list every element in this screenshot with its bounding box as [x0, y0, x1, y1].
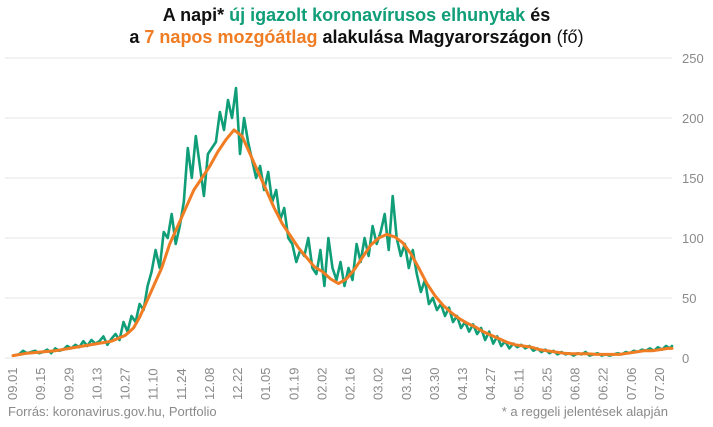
- title-line1-part3: és: [525, 5, 551, 25]
- x-tick-label-09.01: 09.01: [5, 367, 20, 400]
- y-tick-label-100: 100: [682, 231, 704, 246]
- x-tick-label-04.27: 04.27: [483, 367, 498, 400]
- x-tick-label-06.22: 06.22: [596, 367, 611, 400]
- x-tick-label-04.13: 04.13: [455, 367, 470, 400]
- x-tick-label-03.02: 03.02: [371, 367, 386, 400]
- y-tick-label-250: 250: [682, 51, 704, 66]
- x-tick-label-12.08: 12.08: [202, 367, 217, 400]
- x-tick-label-11.24: 11.24: [174, 368, 189, 400]
- x-tick-label-10.13: 10.13: [89, 367, 104, 400]
- x-tick-label-05.25: 05.25: [539, 367, 554, 400]
- x-tick-label-03.30: 03.30: [427, 367, 442, 400]
- x-tick-label-07.06: 07.06: [624, 367, 639, 400]
- x-tick-label-01.05: 01.05: [258, 367, 273, 400]
- x-tick-label-05.11: 05.11: [511, 368, 526, 400]
- y-tick-label-0: 0: [682, 351, 689, 366]
- x-tick-label-10.27: 10.27: [118, 367, 133, 400]
- x-tick-label-06.08: 06.08: [568, 367, 583, 400]
- x-tick-label-09.15: 09.15: [33, 367, 48, 400]
- title-line2-part3: alakulása Magyarországon: [317, 27, 552, 47]
- x-tick-label-09.29: 09.29: [61, 367, 76, 400]
- x-tick-label-01.19: 01.19: [286, 367, 301, 400]
- y-tick-label-150: 150: [682, 171, 704, 186]
- x-tick-label-12.22: 12.22: [230, 367, 245, 400]
- footnote-source: Forrás: koronavirus.gov.hu, Portfolio: [8, 404, 217, 419]
- title-line2-unit: (fő): [551, 27, 584, 47]
- x-tick-label-07.20: 07.20: [652, 367, 667, 400]
- x-tick-label-02.16: 02.16: [343, 367, 358, 400]
- series-line-moving-average: [11, 128, 674, 358]
- title-line1-part1: A napi*: [162, 5, 230, 25]
- chart-title-line2: a 7 napos mozgóátlag alakulása Magyarors…: [0, 26, 713, 48]
- footnote-note: * a reggeli jelentések alapján: [501, 404, 668, 419]
- x-tick-label-03.16: 03.16: [399, 367, 414, 400]
- title-line2-highlight-average: 7 napos mozgóátlag: [144, 27, 318, 47]
- title-line2-part1: a: [129, 27, 145, 47]
- title-line1-highlight-daily: új igazolt koronavírusos elhunytak: [229, 5, 526, 25]
- y-tick-label-50: 50: [682, 291, 696, 306]
- x-tick-label-11.10: 11.10: [146, 368, 161, 400]
- y-tick-label-200: 200: [682, 111, 704, 126]
- series-line-daily: [11, 86, 674, 357]
- chart-title-line1: A napi* új igazolt koronavírusos elhunyt…: [0, 4, 713, 26]
- x-tick-label-02.02: 02.02: [314, 367, 329, 400]
